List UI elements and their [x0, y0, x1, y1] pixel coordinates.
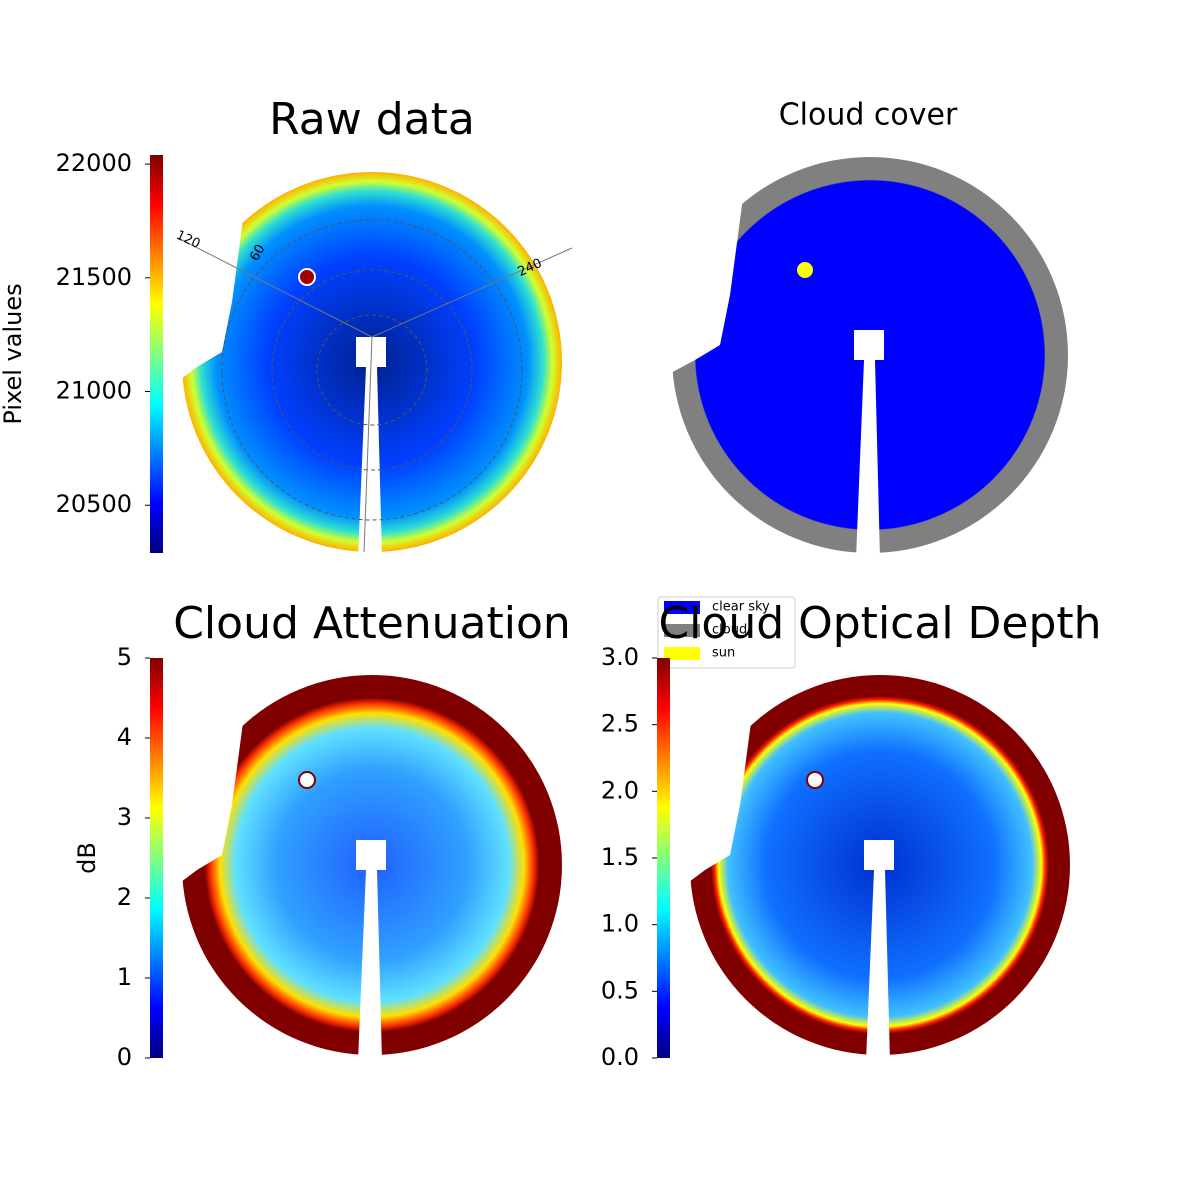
polar-circle: [316, 314, 428, 426]
panel-title: Cloud Attenuation: [173, 598, 571, 649]
image-mask: [177, 167, 244, 382]
colorbar-tick-label: 3: [117, 803, 132, 831]
pole-mask: [864, 840, 894, 1061]
colorbar: [657, 658, 670, 1058]
sun-spot: [806, 771, 824, 789]
colorbar-tick-label: 0: [117, 1043, 132, 1071]
pole-mask: [356, 840, 386, 1061]
colorbar-tick-label: 3.0: [601, 643, 639, 671]
colorbar-tick-label: 2.0: [601, 776, 639, 804]
legend: clear sky cloud sun: [657, 596, 796, 669]
colorbar-tick-label: 21000: [56, 377, 132, 405]
sun-spot: [797, 262, 813, 278]
polar-axis: [177, 237, 373, 338]
legend-swatch: [664, 601, 700, 614]
colorbar-tick-label: 21500: [56, 263, 132, 291]
legend-swatch: [664, 647, 700, 660]
image-mask: [177, 670, 244, 885]
legend-label: clear sky: [712, 600, 770, 615]
colorbar: [150, 155, 163, 553]
image-mask: [667, 152, 742, 375]
polar-label: 60: [247, 242, 268, 264]
colorbar-tick-label: 2: [117, 883, 132, 911]
polar-grid: [221, 219, 523, 521]
colorbar-tick-label: 1.0: [601, 910, 639, 938]
panel-title: Cloud Optical Depth: [658, 598, 1101, 649]
polar-circle: [271, 269, 473, 471]
colorbar-tick-label: 22000: [56, 149, 132, 177]
colorbar: [150, 658, 163, 1058]
panel-title: Raw data: [269, 94, 475, 145]
pole-mask: [356, 337, 386, 558]
colorbar-tick-label: 20500: [56, 490, 132, 518]
colorbar-tick-label: 1.5: [601, 843, 639, 871]
panel-title: Cloud cover: [779, 98, 958, 133]
sun-spot: [298, 771, 316, 789]
polar-axis: [371, 247, 573, 338]
polar-axis: [363, 336, 373, 553]
sun-spot: [298, 268, 316, 286]
colorbar-tick-label: 2.5: [601, 710, 639, 738]
legend-label: sun: [712, 646, 735, 661]
colorbar-tick-label: 0.5: [601, 976, 639, 1004]
colorbar-tick-label: 5: [117, 643, 132, 671]
legend-label: cloud: [712, 623, 747, 638]
colorbar-tick-label: 4: [117, 723, 132, 751]
pole-mask: [854, 330, 884, 559]
legend-swatch: [664, 624, 700, 637]
colorbar-label: dB: [73, 842, 101, 874]
image-mask: [685, 670, 752, 885]
polar-circle: [221, 219, 523, 521]
colorbar-tick-label: 1: [117, 963, 132, 991]
colorbar-tick-label: 0.0: [601, 1043, 639, 1071]
colorbar-label: Pixel values: [0, 283, 27, 424]
